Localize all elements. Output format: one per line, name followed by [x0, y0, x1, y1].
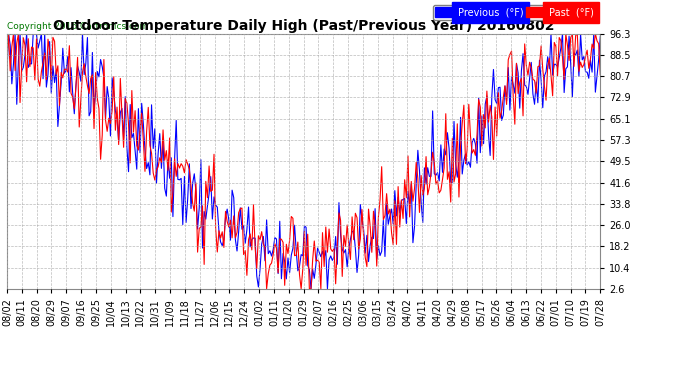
Text: Copyright 2016 Cartronics.com: Copyright 2016 Cartronics.com: [7, 22, 148, 31]
Title: Outdoor Temperature Daily High (Past/Previous Year) 20160802: Outdoor Temperature Daily High (Past/Pre…: [53, 19, 554, 33]
Legend: Previous  (°F), Past  (°F): Previous (°F), Past (°F): [433, 6, 595, 20]
